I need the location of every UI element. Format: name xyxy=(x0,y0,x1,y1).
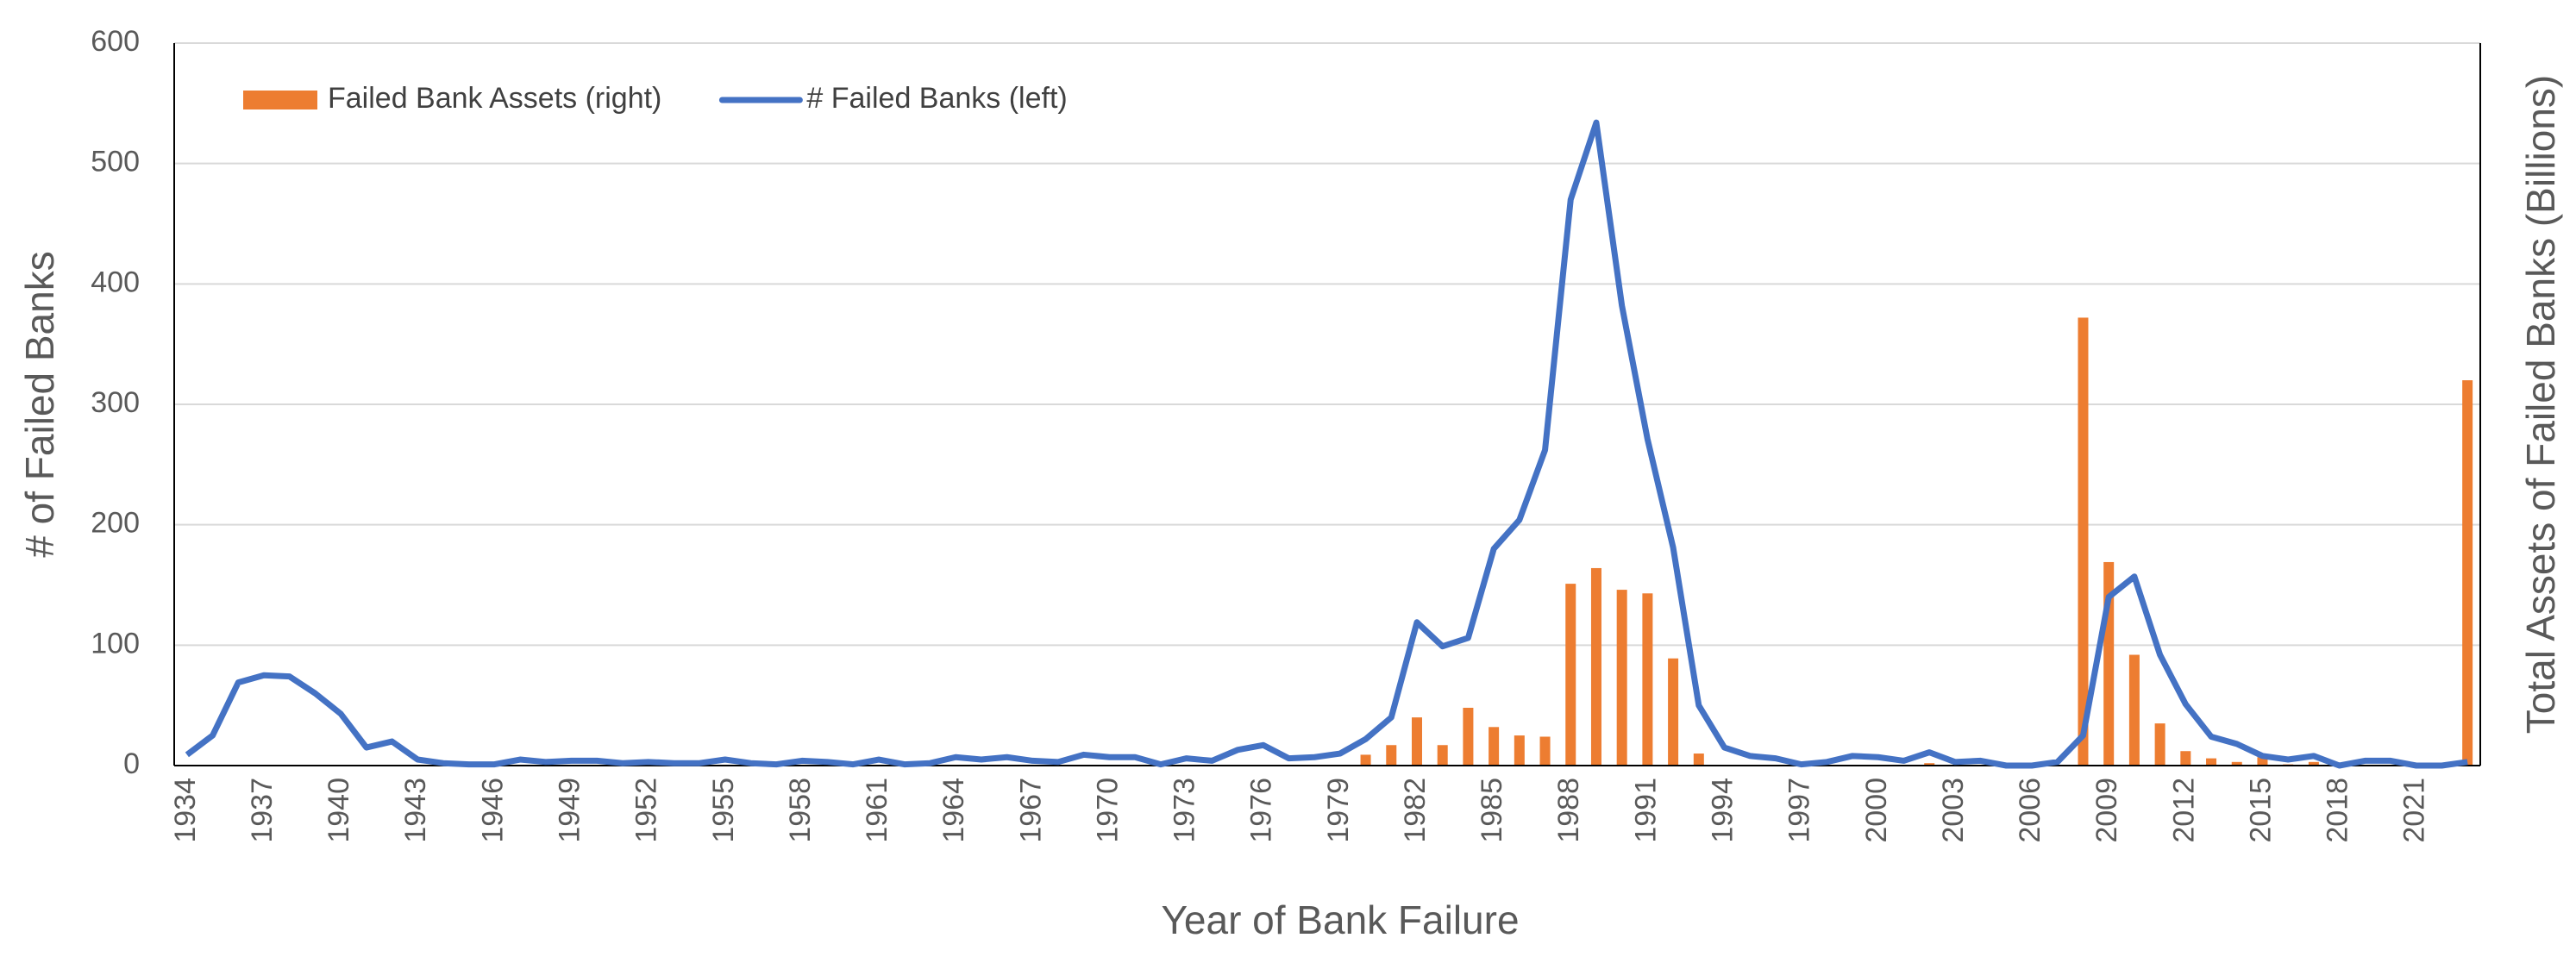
x-tick-label: 1961 xyxy=(861,778,893,843)
bar xyxy=(1693,754,1704,766)
x-tick-label: 1973 xyxy=(1169,778,1201,843)
legend-label: Failed Bank Assets (right) xyxy=(328,82,661,115)
bar xyxy=(2206,758,2217,766)
bar xyxy=(1411,717,1422,766)
x-tick-label: 1955 xyxy=(707,778,740,843)
y-tick-label: 0 xyxy=(123,747,140,780)
x-tick-label: 1946 xyxy=(476,778,509,843)
x-axis-title: Year of Bank Failure xyxy=(1161,897,1519,942)
bar xyxy=(1489,727,1500,766)
x-tick-label: 2018 xyxy=(2322,778,2354,843)
legend-swatch xyxy=(243,91,317,109)
x-tick-label: 2009 xyxy=(2090,778,2123,843)
x-tick-label: 2003 xyxy=(1937,778,1970,843)
bar xyxy=(1565,584,1576,766)
bar xyxy=(2180,751,2191,766)
x-tick-label: 1943 xyxy=(399,778,432,843)
x-tick-label: 1940 xyxy=(323,778,355,843)
y-tick-label: 400 xyxy=(91,266,140,298)
x-tick-label: 1982 xyxy=(1399,778,1432,843)
x-tick-label: 1937 xyxy=(246,778,279,843)
bar xyxy=(1386,745,1397,766)
bar xyxy=(2231,761,2242,766)
x-tick-label: 1985 xyxy=(1476,778,1508,843)
y-tick-label: 500 xyxy=(91,146,140,178)
x-tick-label: 1934 xyxy=(169,778,202,843)
bar xyxy=(1590,567,1601,766)
y-tick-label: 200 xyxy=(91,507,140,540)
x-tick-label: 1952 xyxy=(630,778,663,843)
bar xyxy=(1360,754,1371,766)
x-tick-label: 2006 xyxy=(2014,778,2046,843)
x-tick-label: 1970 xyxy=(1091,778,1124,843)
x-tick-label: 1964 xyxy=(937,778,970,843)
x-tick-label: 2000 xyxy=(1860,778,1893,843)
x-tick-label: 1988 xyxy=(1552,778,1585,843)
x-tick-label: 2021 xyxy=(2398,778,2431,843)
bar xyxy=(1924,763,1935,766)
bar xyxy=(2462,380,2473,766)
x-tick-label: 1976 xyxy=(1245,778,1278,843)
bar xyxy=(1668,658,1679,766)
x-tick-label: 1949 xyxy=(554,778,586,843)
x-tick-label: 2015 xyxy=(2244,778,2277,843)
bar xyxy=(1437,745,1448,766)
y-axis-title: # of Failed Banks xyxy=(17,251,62,557)
legend-label: # Failed Banks (left) xyxy=(806,82,1067,115)
bar xyxy=(2308,761,2319,766)
bar xyxy=(1514,735,1525,766)
bar xyxy=(2257,757,2268,766)
y-tick-label: 100 xyxy=(91,627,140,660)
line xyxy=(185,119,2468,769)
y-tick-label: 300 xyxy=(91,386,140,419)
x-tick-label: 1967 xyxy=(1014,778,1047,843)
x-tick-label: 1979 xyxy=(1322,778,1355,843)
bar xyxy=(1463,707,1474,766)
bar xyxy=(2128,654,2140,766)
bar xyxy=(1642,593,1653,766)
x-tick-label: 2012 xyxy=(2167,778,2200,843)
x-tick-label: 1994 xyxy=(1707,778,1739,843)
x-tick-label: 1958 xyxy=(784,778,817,843)
x-tick-label: 1997 xyxy=(1783,778,1816,843)
bar xyxy=(1539,736,1551,766)
bar xyxy=(1616,590,1627,766)
y2-axis-title: Total Assets of Failed Banks (Billions) xyxy=(2518,75,2563,734)
bar xyxy=(2078,317,2089,766)
bar xyxy=(2154,723,2165,766)
x-tick-label: 1991 xyxy=(1629,778,1662,843)
y-tick-label: 600 xyxy=(91,25,140,58)
